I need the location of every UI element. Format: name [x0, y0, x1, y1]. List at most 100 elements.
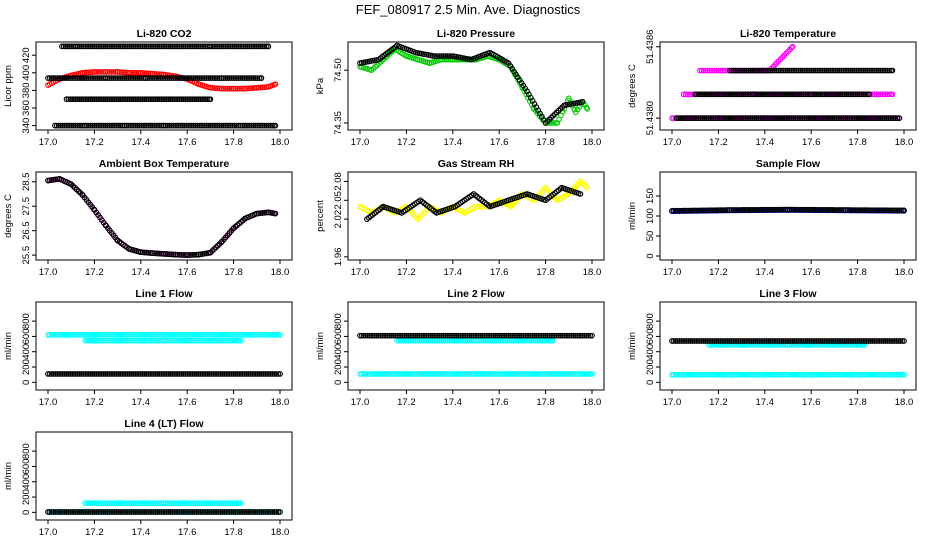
x-tick-label: 17.2: [709, 137, 728, 148]
data-point: [78, 371, 85, 377]
data-point: [740, 207, 746, 213]
data-point: [177, 122, 184, 129]
data-point: [685, 207, 692, 214]
data-point: [705, 115, 712, 121]
data-point: [87, 509, 94, 515]
data-point: [682, 207, 688, 214]
data-point: [741, 67, 748, 74]
data-point: [152, 337, 159, 344]
data-point: [825, 91, 831, 98]
data-point: [188, 337, 195, 344]
data-point: [370, 332, 376, 339]
data-point: [800, 338, 807, 344]
data-point: [671, 371, 677, 378]
data-point: [466, 371, 473, 377]
data-point: [524, 371, 530, 377]
data-point: [449, 332, 456, 339]
data-point: [785, 115, 791, 121]
data-point: [256, 371, 263, 377]
data-point: [693, 371, 699, 378]
data-point: [175, 500, 182, 507]
data-point: [225, 371, 231, 377]
data-point: [818, 342, 825, 348]
data-point: [787, 342, 793, 348]
data-point: [810, 91, 816, 98]
data-point: [182, 371, 189, 377]
data-point: [797, 371, 803, 378]
data-point: [768, 115, 775, 121]
data-point: [256, 509, 263, 515]
data-point: [853, 342, 860, 348]
x-tick-label: 18.0: [583, 137, 602, 148]
data-point: [62, 43, 69, 50]
data-point: [685, 338, 692, 344]
data-point: [140, 122, 146, 129]
data-point: [150, 43, 157, 50]
data-point: [105, 75, 111, 81]
data-point: [168, 500, 175, 507]
data-point: [735, 371, 742, 378]
data-point: [232, 85, 239, 92]
data-point: [838, 342, 845, 348]
data-point: [161, 75, 167, 81]
data-point: [139, 500, 146, 507]
x-tick-label: 17.6: [490, 137, 509, 148]
data-point: [236, 509, 243, 515]
data-point: [82, 371, 88, 377]
data-point: [368, 332, 374, 339]
line-2-flow-title: Line 2 Flow: [447, 288, 505, 300]
data-point: [715, 207, 722, 214]
data-point: [95, 122, 101, 129]
data-point: [518, 371, 525, 377]
data-point: [238, 509, 244, 515]
data-point: [206, 371, 213, 377]
data-point: [390, 371, 397, 377]
data-point: [425, 332, 432, 339]
data-point: [213, 43, 219, 50]
data-point: [710, 115, 717, 121]
data-point: [91, 122, 98, 129]
data-point: [197, 96, 204, 103]
data-point: [794, 115, 801, 121]
data-point: [59, 122, 66, 129]
data-point: [98, 43, 105, 50]
data-point: [758, 206, 765, 213]
data-point: [93, 509, 100, 515]
data-point: [63, 509, 70, 515]
data-point: [185, 122, 191, 129]
data-point: [158, 371, 165, 377]
data-point: [760, 338, 766, 344]
data-point: [113, 332, 120, 338]
data-point: [197, 371, 204, 377]
data-point: [248, 122, 255, 129]
data-point: [822, 115, 828, 121]
data-point: [218, 500, 225, 507]
data-point: [736, 207, 743, 213]
data-point: [686, 115, 693, 121]
data-point: [237, 43, 243, 50]
data-point: [864, 371, 870, 378]
data-point: [87, 371, 94, 377]
data-point: [84, 500, 90, 507]
y-tick-label: 400: [21, 65, 32, 81]
data-point: [690, 115, 697, 121]
data-point: [156, 509, 163, 515]
data-point: [134, 43, 140, 50]
data-point: [82, 122, 88, 129]
data-point: [843, 371, 850, 378]
data-point: [568, 332, 575, 339]
data-point: [429, 332, 436, 339]
data-point: [775, 115, 782, 121]
data-point: [181, 122, 188, 129]
data-point: [158, 509, 165, 515]
data-point: [883, 115, 890, 121]
data-point: [826, 371, 833, 378]
data-point: [851, 115, 858, 121]
data-point: [259, 43, 266, 50]
data-point: [277, 509, 283, 515]
data-point: [442, 53, 449, 59]
data-point: [478, 203, 485, 210]
data-point: [227, 500, 234, 507]
data-point: [821, 91, 828, 98]
data-point: [198, 122, 204, 129]
